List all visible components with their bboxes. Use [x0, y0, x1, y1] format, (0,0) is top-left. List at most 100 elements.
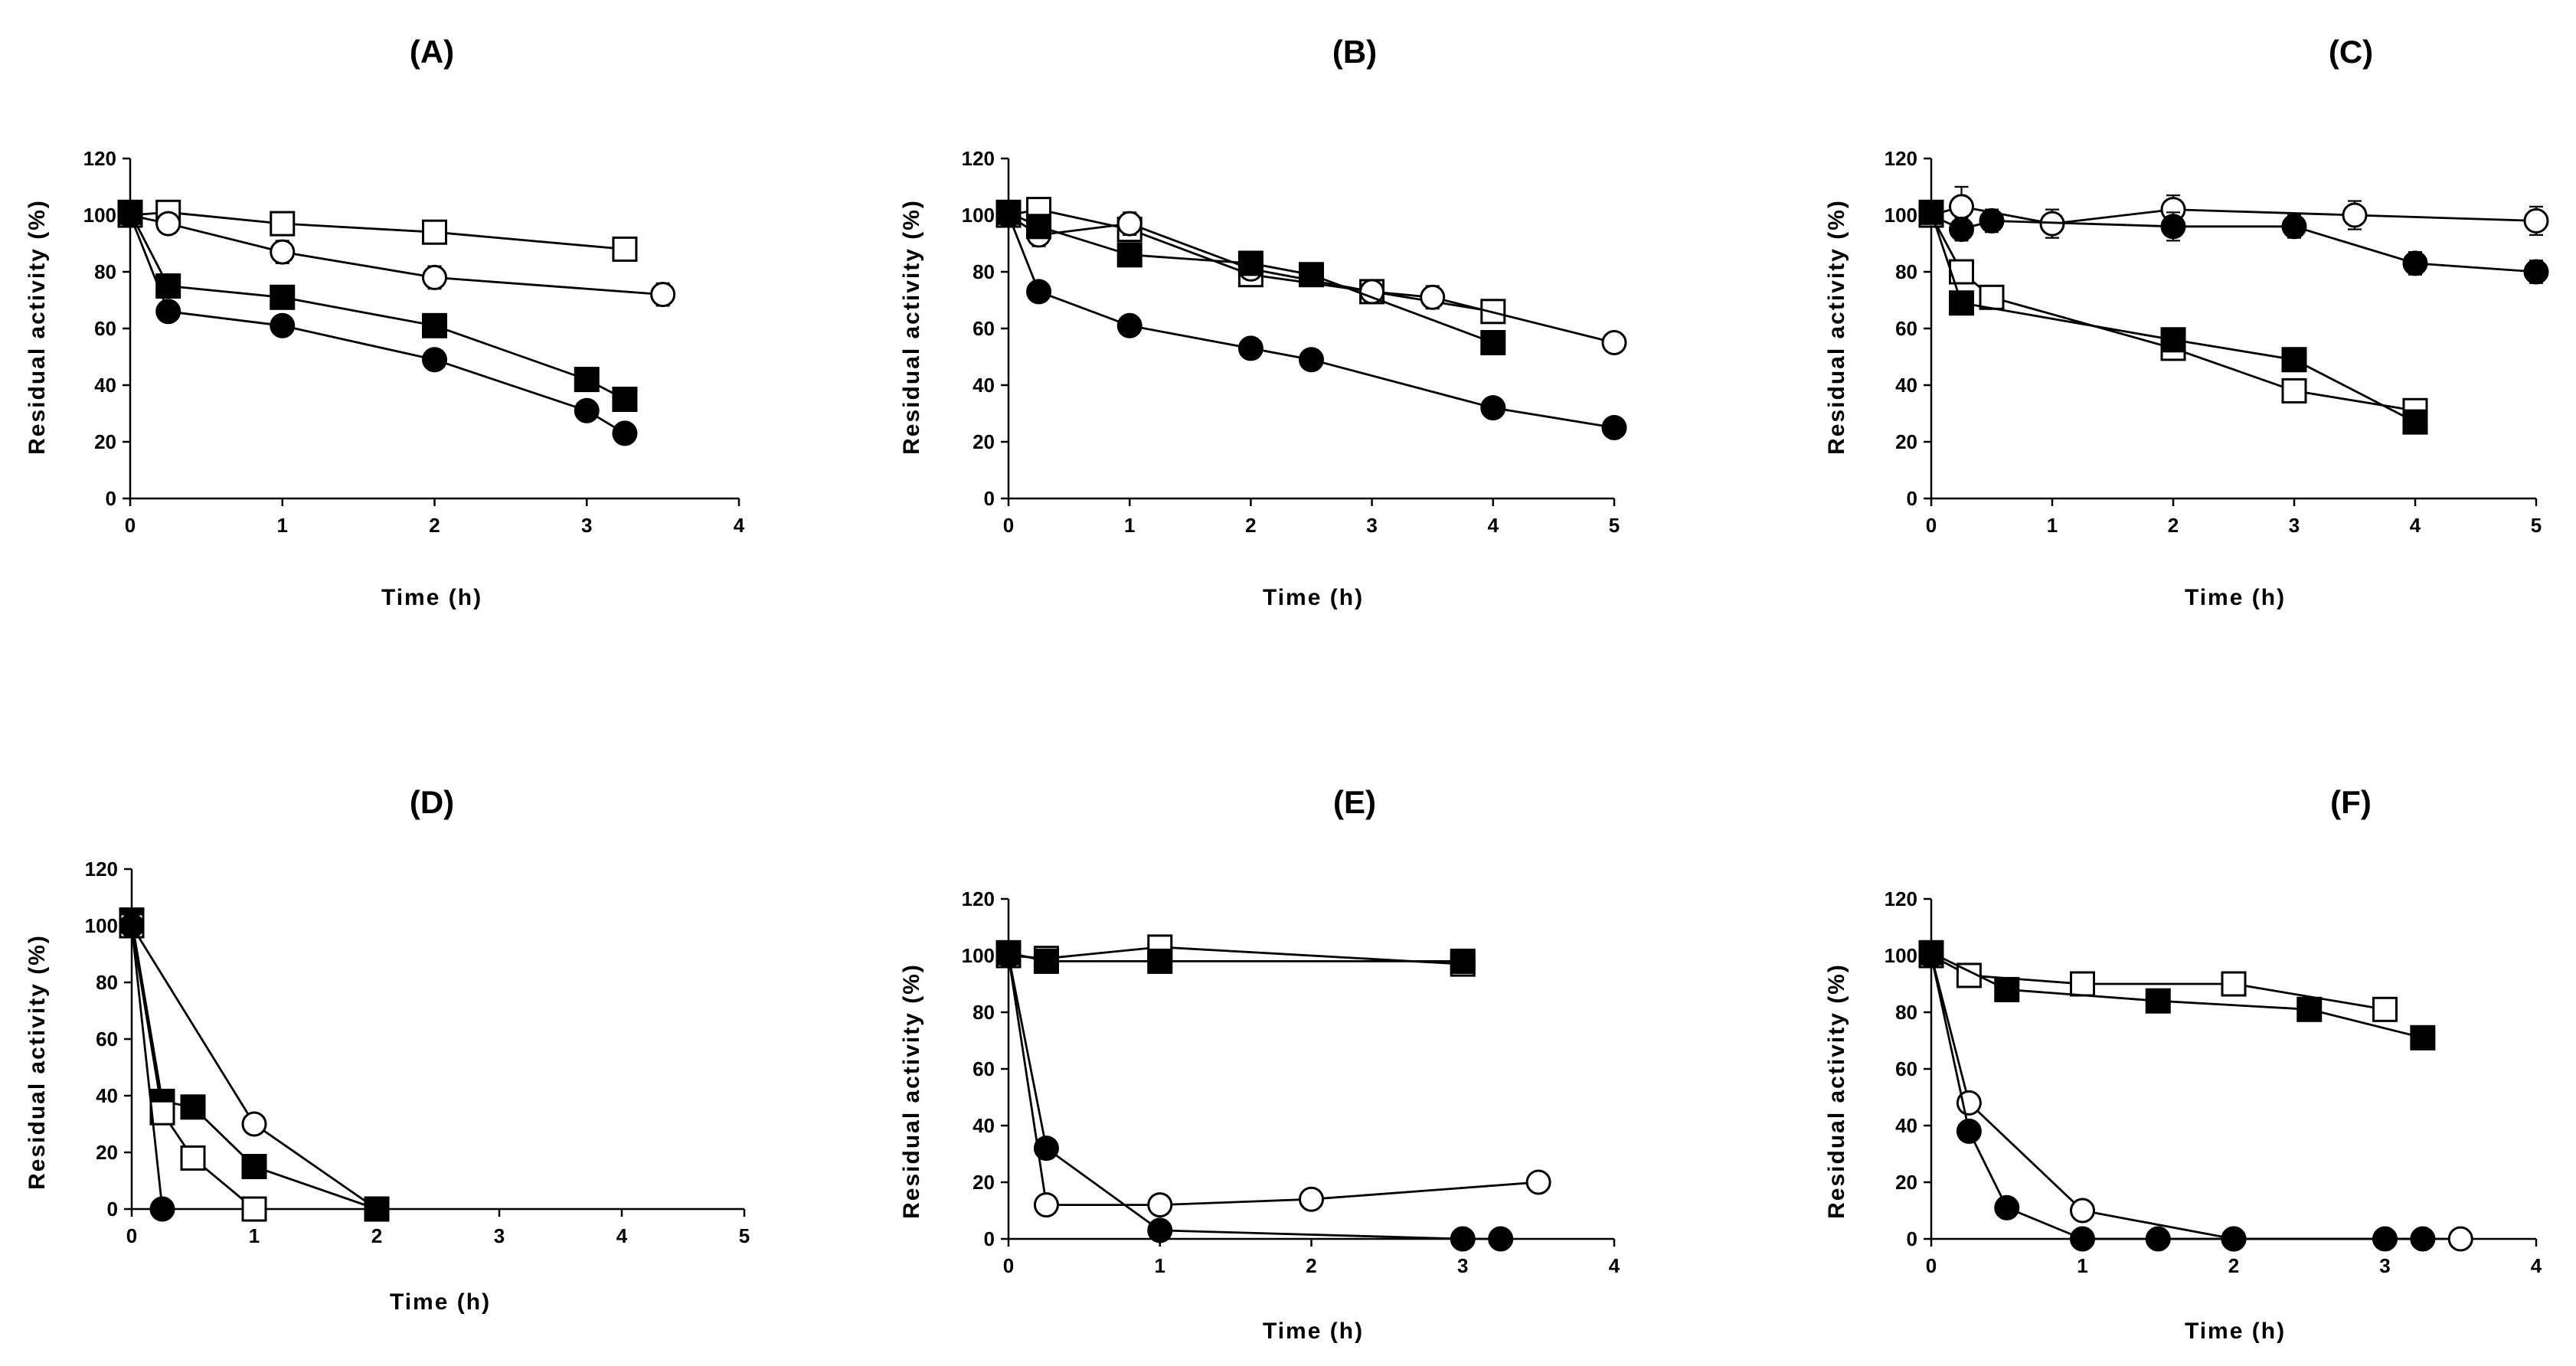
series-line: [129, 214, 663, 296]
y-tick-label: 40: [96, 1084, 118, 1107]
data-point: [574, 397, 600, 423]
series-line: [1007, 214, 1615, 429]
y-tick-label: 100: [1885, 204, 1917, 227]
y-axis-label: Residual activity (%): [1824, 963, 1849, 1219]
y-tick-label: 40: [94, 374, 116, 397]
data-point: [1116, 211, 1143, 237]
y-tick-label: 40: [1895, 374, 1917, 397]
data-point: [1299, 1186, 1324, 1212]
data-point: [364, 1196, 390, 1222]
series-open-circle: [995, 943, 1551, 1218]
series-open-square: [995, 934, 1476, 977]
data-point: [2221, 1226, 2247, 1252]
y-tick-label: 40: [973, 374, 995, 397]
x-tick-label: 2: [2168, 514, 2179, 537]
x-tick-label: 4: [1609, 1254, 1620, 1277]
panel-title: (E): [1333, 784, 1376, 820]
data-point: [422, 264, 447, 290]
panel-F: (F) Time (h) Residual activity (%) 02040…: [1824, 784, 2542, 1344]
y-tick-label: 80: [973, 260, 995, 283]
data-point: [155, 211, 181, 237]
x-tick-label: 3: [494, 1224, 505, 1247]
data-point: [1480, 330, 1506, 355]
data-point: [2523, 259, 2549, 285]
data-point: [1918, 943, 1944, 969]
x-tick-label: 1: [1124, 514, 1135, 537]
y-axis-label: Residual activity (%): [899, 199, 924, 455]
y-tick-label: 100: [85, 914, 118, 937]
data-point: [2372, 996, 2398, 1022]
data-point: [1116, 312, 1143, 338]
data-point: [117, 202, 143, 228]
data-point: [995, 202, 1022, 228]
data-point: [241, 1154, 267, 1179]
data-point: [270, 284, 296, 310]
x-tick-label: 2: [429, 514, 440, 537]
x-tick-label: 4: [2531, 1254, 2542, 1277]
series-filled-circle: [117, 202, 638, 446]
x-tick-label: 1: [249, 1224, 260, 1247]
x-tick-label: 3: [2289, 514, 2300, 537]
x-tick-label: 0: [1926, 1254, 1937, 1277]
data-point: [241, 1111, 267, 1137]
data-point: [2523, 208, 2549, 234]
y-tick-label: 60: [1895, 317, 1917, 340]
series-line: [130, 925, 255, 1211]
x-axis-label: Time (h): [381, 585, 482, 610]
x-tick-label: 2: [371, 1224, 382, 1247]
data-point: [1480, 395, 1506, 421]
x-tick-label: 1: [277, 514, 288, 537]
y-tick-label: 60: [1895, 1057, 1917, 1080]
data-point: [2221, 971, 2247, 997]
y-axis-label: Residual activity (%): [899, 963, 924, 1219]
data-point: [2070, 1226, 2095, 1252]
series-line: [129, 214, 626, 435]
panel-A: (A) Time (h) Residual activity (%) 02040…: [25, 34, 745, 610]
data-point: [2160, 214, 2186, 240]
x-tick-label: 1: [2077, 1254, 2087, 1277]
x-tick-label: 3: [581, 514, 592, 537]
x-tick-label: 4: [2410, 514, 2421, 537]
y-tick-label: 80: [1895, 260, 1917, 283]
series-line: [129, 211, 626, 250]
data-point: [422, 219, 447, 245]
series-line: [1008, 951, 1463, 962]
y-tick-label: 20: [1895, 430, 1917, 453]
y-tick-label: 100: [962, 204, 995, 227]
data-point: [1525, 1169, 1551, 1195]
series-filled-square: [1918, 940, 2436, 1051]
series-line: [1930, 955, 2423, 1240]
data-point: [1033, 1136, 1059, 1162]
y-tick-label: 60: [973, 317, 995, 340]
y-tick-label: 100: [1885, 944, 1917, 967]
x-axis-label: Time (h): [1263, 585, 1364, 610]
data-point: [1359, 279, 1385, 305]
y-tick-label: 40: [973, 1114, 995, 1137]
data-point: [270, 312, 296, 338]
data-point: [1299, 262, 1324, 288]
data-point: [995, 943, 1022, 969]
data-point: [1237, 335, 1263, 361]
series-filled-circle: [1918, 202, 2549, 285]
x-axis-label: Time (h): [1263, 1319, 1364, 1344]
y-tick-label: 120: [83, 147, 116, 170]
data-point: [119, 913, 145, 939]
y-tick-label: 120: [962, 147, 995, 170]
y-tick-label: 80: [973, 1001, 995, 1024]
y-tick-label: 20: [973, 430, 995, 453]
data-point: [2402, 250, 2428, 276]
y-tick-label: 60: [96, 1028, 118, 1051]
data-point: [1026, 214, 1052, 240]
x-tick-label: 4: [1488, 514, 1499, 537]
y-tick-label: 60: [973, 1057, 995, 1080]
data-point: [650, 282, 676, 308]
x-tick-label: 0: [1003, 514, 1014, 537]
data-point: [2410, 1226, 2436, 1252]
y-tick-label: 0: [1907, 487, 1917, 510]
x-tick-label: 0: [125, 514, 136, 537]
data-point: [1237, 250, 1263, 276]
y-tick-label: 20: [94, 430, 116, 453]
x-tick-label: 5: [1609, 514, 1620, 537]
x-tick-label: 1: [2047, 514, 2058, 537]
